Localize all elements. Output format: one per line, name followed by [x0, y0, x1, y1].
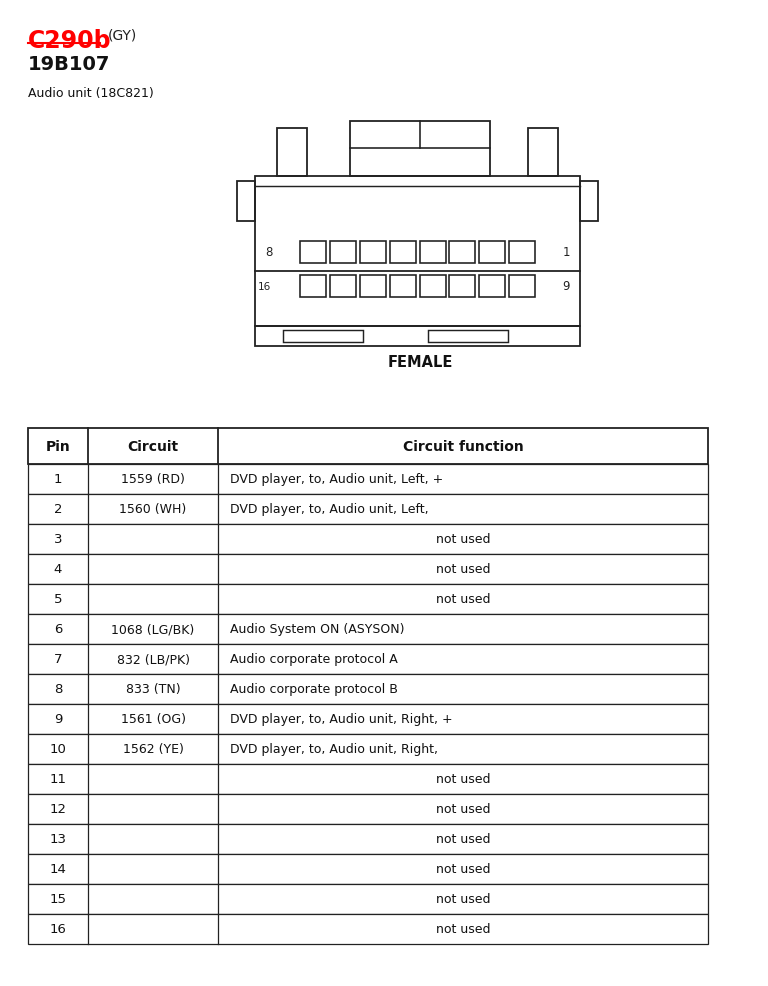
- Bar: [28, 794, 708, 824]
- Text: not used: not used: [435, 593, 490, 605]
- Bar: [359, 276, 386, 298]
- Text: 8: 8: [54, 683, 62, 696]
- Text: DVD player, to, Audio unit, Left,: DVD player, to, Audio unit, Left,: [230, 503, 429, 516]
- Bar: [419, 242, 445, 263]
- Bar: [359, 242, 386, 263]
- Text: 8: 8: [265, 246, 273, 259]
- Text: 1561 (OG): 1561 (OG): [121, 713, 186, 726]
- Text: Circuit: Circuit: [127, 440, 179, 454]
- Bar: [28, 495, 708, 525]
- Text: Circuit function: Circuit function: [402, 440, 523, 454]
- Text: 833 (TN): 833 (TN): [126, 683, 180, 696]
- Text: 16: 16: [50, 923, 67, 936]
- Text: Audio unit (18C821): Audio unit (18C821): [28, 87, 154, 100]
- Bar: [389, 276, 415, 298]
- Bar: [277, 129, 307, 176]
- Text: 1068 (LG/BK): 1068 (LG/BK): [111, 623, 194, 636]
- Bar: [329, 242, 356, 263]
- Text: 16: 16: [257, 282, 270, 292]
- Bar: [419, 276, 445, 298]
- Bar: [28, 614, 708, 644]
- Bar: [300, 242, 326, 263]
- Bar: [28, 585, 708, 614]
- Text: DVD player, to, Audio unit, Right, +: DVD player, to, Audio unit, Right, +: [230, 713, 452, 726]
- Bar: [528, 129, 558, 176]
- Text: Audio corporate protocol B: Audio corporate protocol B: [230, 683, 398, 696]
- Text: Pin: Pin: [45, 440, 71, 454]
- Bar: [255, 326, 580, 347]
- Text: 1: 1: [54, 473, 62, 486]
- Bar: [329, 276, 356, 298]
- Bar: [28, 429, 708, 464]
- Text: 6: 6: [54, 623, 62, 636]
- Bar: [237, 181, 255, 222]
- Text: not used: not used: [435, 533, 490, 546]
- Text: 2: 2: [54, 503, 62, 516]
- Bar: [283, 330, 363, 343]
- Bar: [28, 735, 708, 764]
- Text: 15: 15: [49, 892, 67, 905]
- Bar: [255, 176, 580, 326]
- Text: 1562 (YE): 1562 (YE): [123, 742, 184, 755]
- Bar: [28, 525, 708, 554]
- Bar: [479, 276, 505, 298]
- Text: not used: not used: [435, 863, 490, 876]
- Text: 1: 1: [562, 246, 570, 259]
- Text: 9: 9: [54, 713, 62, 726]
- Text: not used: not used: [435, 832, 490, 846]
- Text: 5: 5: [54, 593, 62, 605]
- Text: not used: not used: [435, 773, 490, 786]
- Bar: [300, 276, 326, 298]
- Bar: [350, 122, 490, 176]
- Text: 9: 9: [562, 280, 570, 293]
- Bar: [428, 330, 508, 343]
- Text: 1560 (WH): 1560 (WH): [119, 503, 187, 516]
- Text: 7: 7: [54, 653, 62, 666]
- Text: Audio corporate protocol A: Audio corporate protocol A: [230, 653, 398, 666]
- Bar: [28, 854, 708, 884]
- Text: 12: 12: [49, 803, 67, 815]
- Bar: [28, 674, 708, 704]
- Text: 10: 10: [50, 742, 67, 755]
- Text: (GY): (GY): [108, 29, 137, 43]
- Bar: [28, 704, 708, 735]
- Bar: [580, 181, 598, 222]
- Bar: [509, 276, 535, 298]
- Text: FEMALE: FEMALE: [387, 355, 452, 370]
- Bar: [449, 276, 475, 298]
- Bar: [449, 242, 475, 263]
- Bar: [28, 884, 708, 914]
- Text: 11: 11: [49, 773, 67, 786]
- Bar: [28, 764, 708, 794]
- Text: 14: 14: [50, 863, 67, 876]
- Bar: [479, 242, 505, 263]
- Text: 13: 13: [49, 832, 67, 846]
- Bar: [28, 644, 708, 674]
- Text: not used: not used: [435, 892, 490, 905]
- Text: Audio System ON (ASYSON): Audio System ON (ASYSON): [230, 623, 405, 636]
- Text: not used: not used: [435, 923, 490, 936]
- Bar: [28, 464, 708, 495]
- Text: 3: 3: [54, 533, 62, 546]
- Text: 19B107: 19B107: [28, 55, 111, 74]
- Bar: [28, 554, 708, 585]
- Text: 4: 4: [54, 563, 62, 576]
- Bar: [509, 242, 535, 263]
- Bar: [28, 914, 708, 944]
- Text: DVD player, to, Audio unit, Left, +: DVD player, to, Audio unit, Left, +: [230, 473, 443, 486]
- Text: not used: not used: [435, 803, 490, 815]
- Bar: [28, 824, 708, 854]
- Text: C290b: C290b: [28, 29, 111, 53]
- Text: DVD player, to, Audio unit, Right,: DVD player, to, Audio unit, Right,: [230, 742, 438, 755]
- Text: 1559 (RD): 1559 (RD): [121, 473, 185, 486]
- Text: 832 (LB/PK): 832 (LB/PK): [117, 653, 190, 666]
- Bar: [389, 242, 415, 263]
- Text: not used: not used: [435, 563, 490, 576]
